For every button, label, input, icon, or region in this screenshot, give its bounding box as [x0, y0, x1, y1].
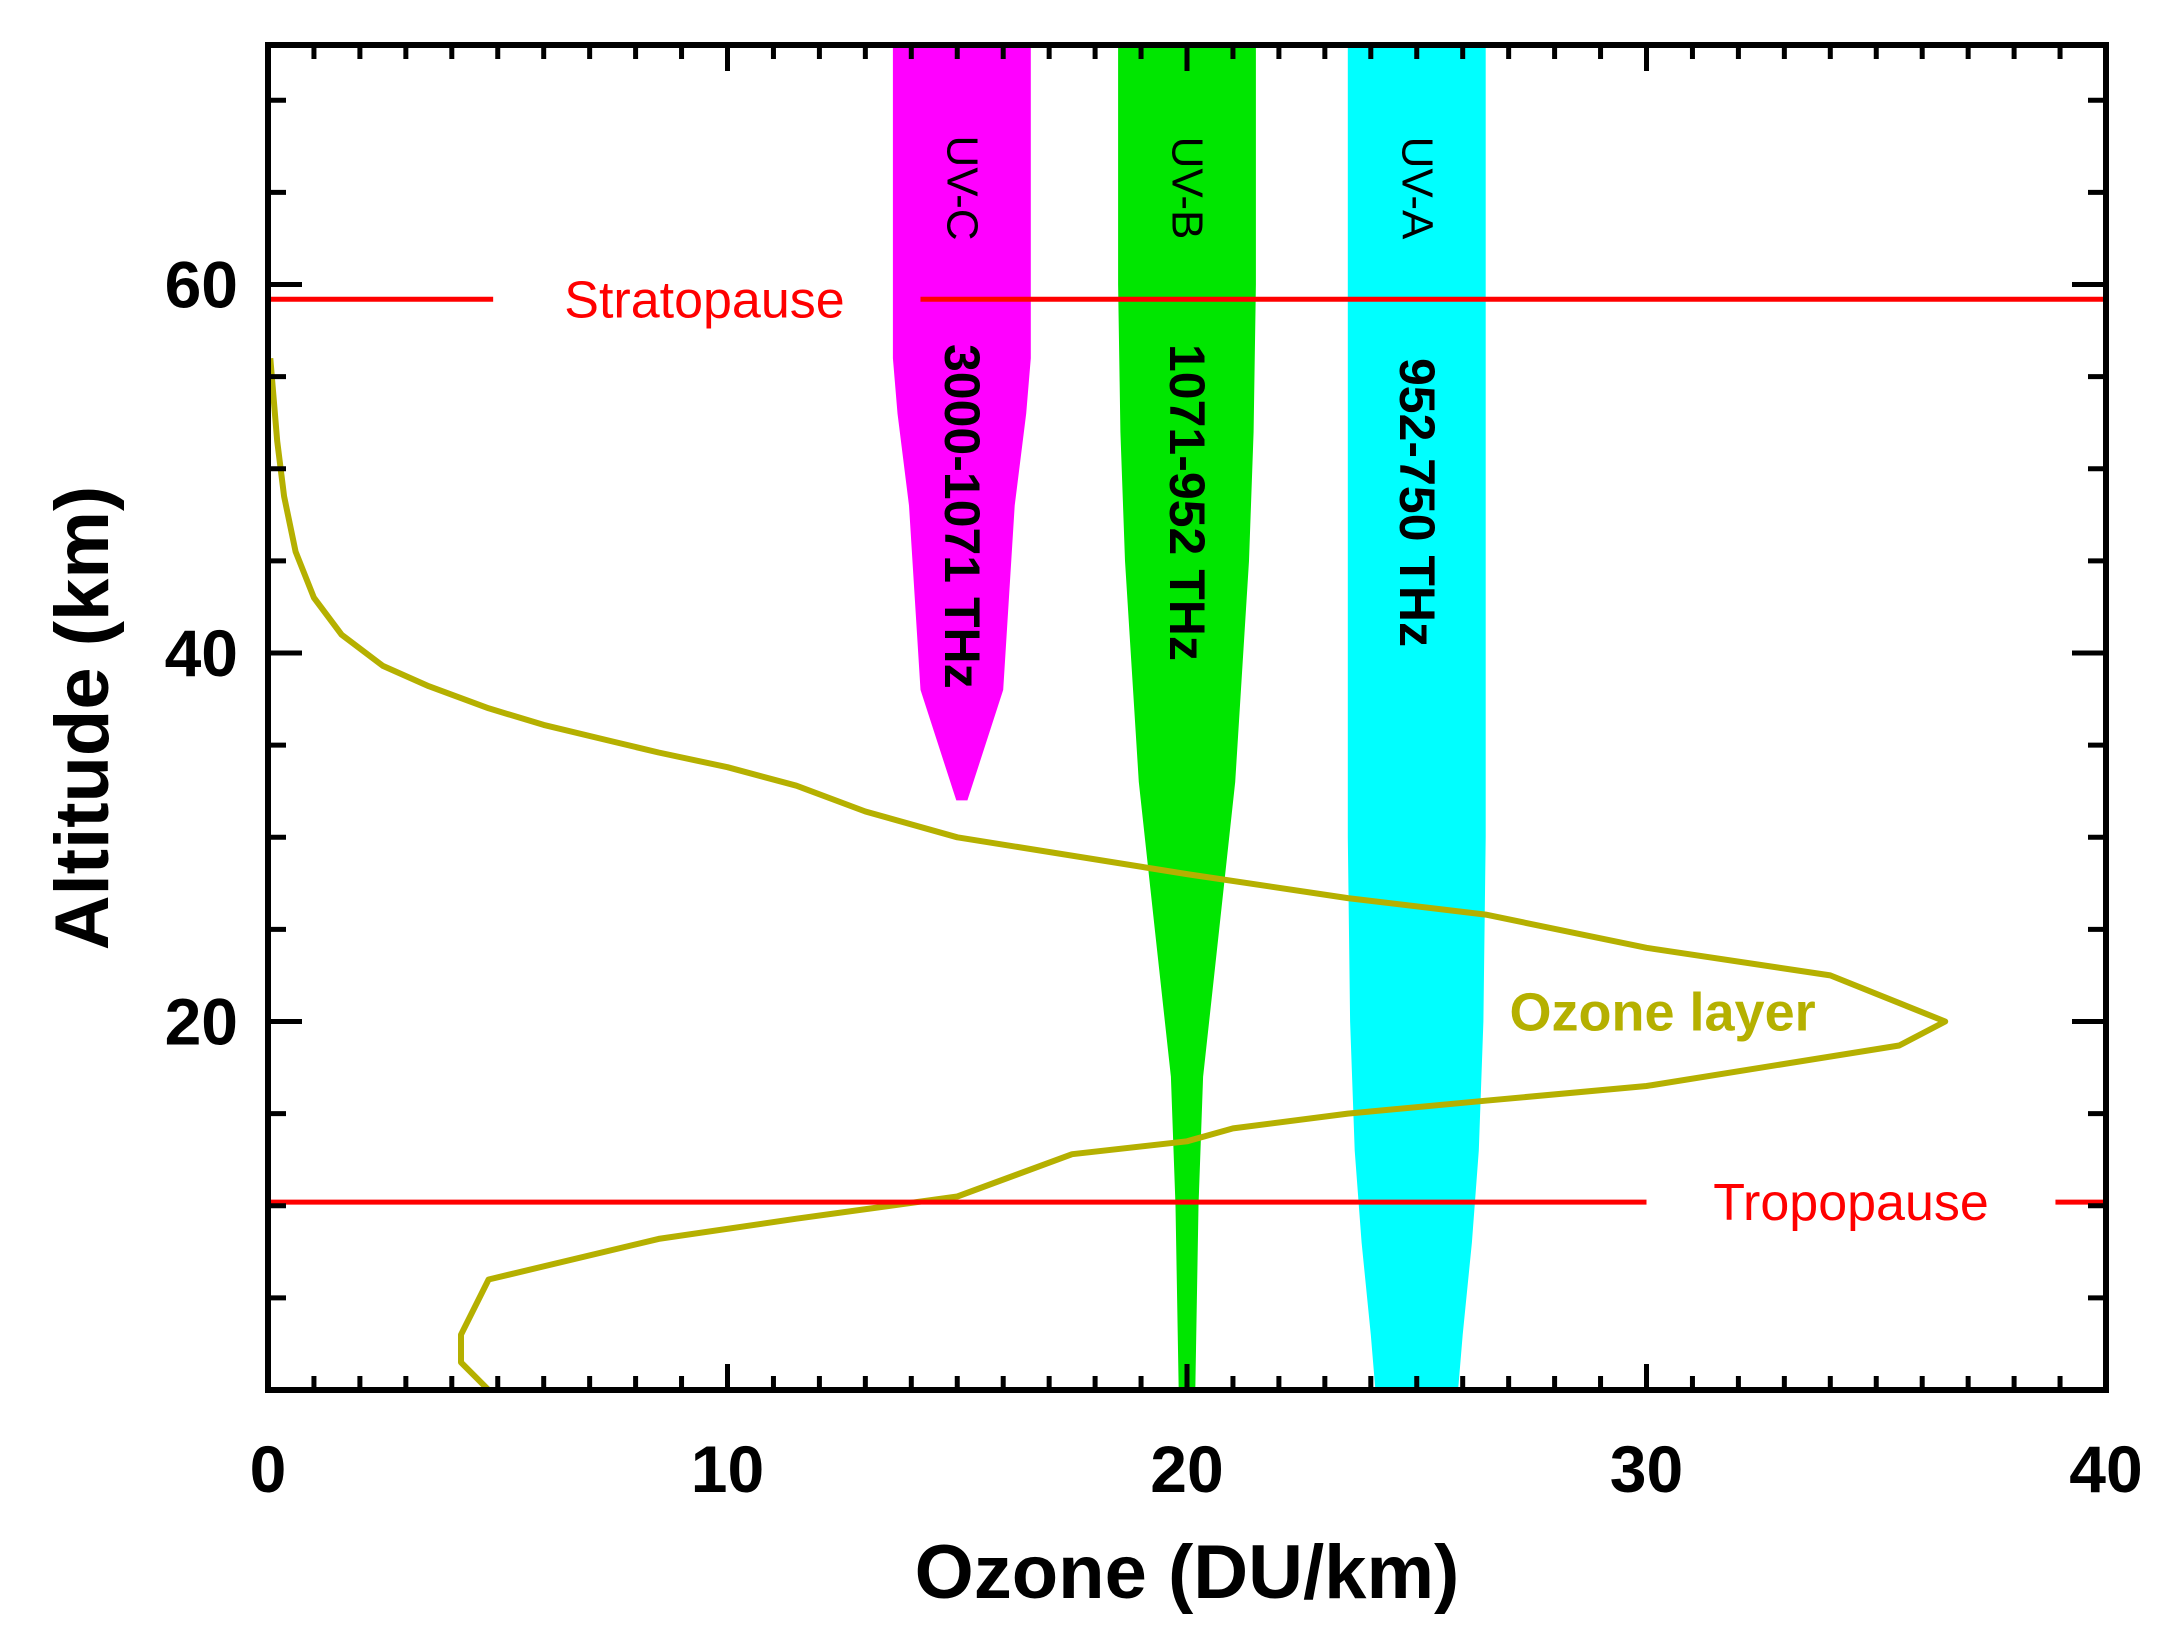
x-tick-label: 0: [250, 1432, 287, 1506]
reference-label-tropopause: Tropopause: [1713, 1174, 1989, 1232]
chart-text: Ozone (DU/km) Altitude (km) 0 10 20 30 40 20 4…: [40, 135, 2143, 1615]
series-label-ozone: Ozone layer: [1510, 982, 1816, 1042]
band-label-uv-a: UV-A: [1392, 137, 1441, 240]
y-tick-label: 60: [165, 248, 238, 322]
axes: [265, 42, 2109, 1393]
y-tick-label: 40: [165, 616, 238, 690]
x-tick-label: 20: [1150, 1432, 1223, 1506]
band-frequency-uv-b: 1071-952 THz: [1159, 344, 1215, 661]
x-tick-label: 10: [691, 1432, 764, 1506]
x-tick-label: 40: [2069, 1432, 2142, 1506]
reference-lines: [268, 296, 2106, 1205]
ozone-series: [267, 357, 1949, 1393]
y-tick-label: 20: [165, 985, 238, 1059]
x-axis-title: Ozone (DU/km): [915, 1530, 1460, 1615]
band-uv-a: [1347, 45, 1486, 1390]
band-uv-b: [1118, 45, 1256, 1390]
x-tick-label: 30: [1610, 1432, 1683, 1506]
reference-label-stratopause: Stratopause: [564, 271, 844, 329]
band-label-uv-b: UV-B: [1163, 137, 1212, 240]
band-frequency-uv-a: 952-750 THz: [1389, 358, 1445, 647]
band-label-uv-c: UV-C: [937, 135, 986, 240]
uv-bands: [892, 45, 1486, 1390]
band-uv-c: [892, 45, 1031, 801]
series-line-ozone: [267, 357, 1949, 1393]
y-axis-title: Altitude (km): [40, 486, 125, 950]
band-frequency-uv-c: 3000-1071 THz: [934, 344, 990, 689]
